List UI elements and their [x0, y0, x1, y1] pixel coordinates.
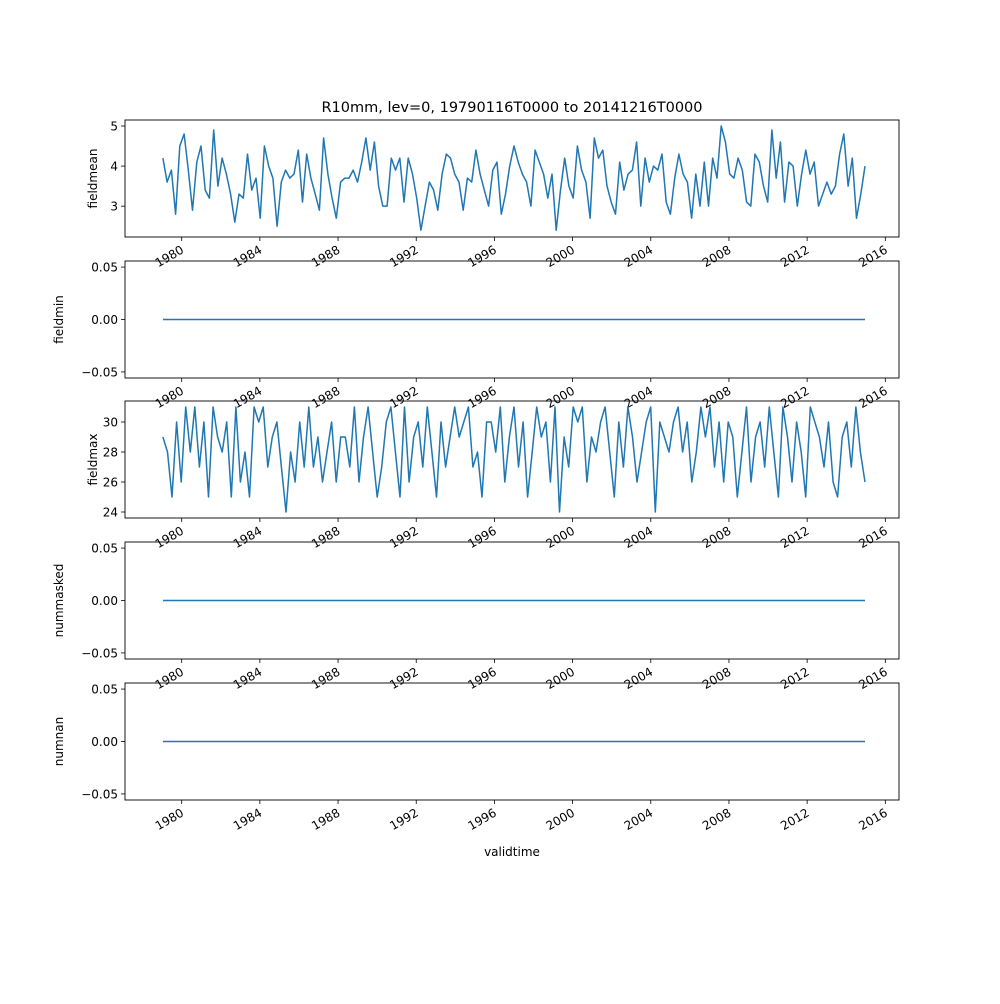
x-tick-label: 1988	[309, 243, 342, 270]
x-tick-label: 2004	[622, 243, 655, 270]
x-tick-label: 1992	[387, 524, 420, 551]
x-tick-label: 2016	[856, 524, 889, 551]
y-axis-label: nummasked	[52, 564, 66, 638]
y-axis-label: fieldmean	[86, 149, 100, 209]
y-tick-label: −0.05	[81, 646, 118, 660]
x-tick-label: 2016	[856, 806, 889, 833]
x-tick-label: 1984	[231, 806, 264, 833]
x-tick-label: 1980	[153, 665, 186, 692]
y-tick-label: 24	[103, 506, 118, 520]
x-tick-label: 2016	[856, 243, 889, 270]
y-tick-label: 0.05	[91, 683, 118, 697]
axes-frame	[124, 400, 900, 519]
x-tick-label: 1996	[465, 524, 498, 551]
x-tick-label: 1980	[153, 384, 186, 411]
y-tick-label: 0.05	[91, 542, 118, 556]
x-tick-label: 2004	[622, 806, 655, 833]
x-tick-label: 1992	[387, 243, 420, 270]
x-tick-label: 1988	[309, 806, 342, 833]
x-tick-label: 2012	[778, 665, 811, 692]
x-tick-label: 2012	[778, 524, 811, 551]
y-tick-label: 3	[110, 200, 118, 214]
y-tick-label: 26	[103, 476, 118, 490]
x-tick-label: 2016	[856, 384, 889, 411]
series-line-fieldmax	[162, 406, 866, 513]
x-tick-label: 1988	[309, 524, 342, 551]
y-tick-label: 0.00	[91, 313, 118, 327]
x-tick-label: 2008	[700, 665, 733, 692]
x-tick-label: 2000	[544, 524, 577, 551]
axes-frame	[124, 119, 900, 238]
x-tick-label: 1984	[231, 524, 264, 551]
x-tick-label: 1996	[465, 665, 498, 692]
y-tick-label: 28	[103, 446, 118, 460]
x-tick-label: 2000	[544, 384, 577, 411]
x-tick-label: 2004	[622, 524, 655, 551]
x-tick-label: 2000	[544, 243, 577, 270]
x-tick-label: 2008	[700, 524, 733, 551]
x-tick-label: 1992	[387, 665, 420, 692]
y-tick-label: 5	[110, 120, 118, 134]
x-tick-label: 2000	[544, 806, 577, 833]
x-tick-label: 2008	[700, 243, 733, 270]
x-tick-label: 1996	[465, 384, 498, 411]
chart-title: R10mm, lev=0, 19790116T0000 to 20141216T…	[321, 100, 702, 116]
x-tick-label: 1984	[231, 243, 264, 270]
x-tick-label: 1984	[231, 665, 264, 692]
series-line-fieldmean	[162, 125, 866, 231]
y-axis-label: fieldmax	[86, 433, 100, 485]
y-tick-label: 4	[110, 160, 118, 174]
y-axis-label: numnan	[52, 717, 66, 766]
x-axis-label: validtime	[484, 845, 540, 859]
x-tick-label: 2012	[778, 806, 811, 833]
x-tick-label: 2016	[856, 665, 889, 692]
x-tick-label: 2008	[700, 384, 733, 411]
x-tick-label: 2000	[544, 665, 577, 692]
x-tick-label: 2004	[622, 665, 655, 692]
y-axis-label: fieldmin	[52, 295, 66, 344]
x-tick-label: 1996	[465, 806, 498, 833]
x-tick-label: 1992	[387, 806, 420, 833]
x-tick-label: 2008	[700, 806, 733, 833]
x-tick-label: 1980	[153, 243, 186, 270]
x-tick-label: 2012	[778, 243, 811, 270]
x-tick-label: 1996	[465, 243, 498, 270]
x-tick-label: 1980	[153, 806, 186, 833]
y-tick-label: −0.05	[81, 365, 118, 379]
y-tick-label: 0.00	[91, 594, 118, 608]
y-tick-label: −0.05	[81, 787, 118, 801]
x-tick-label: 1980	[153, 524, 186, 551]
y-tick-label: 0.05	[91, 261, 118, 275]
x-tick-label: 1988	[309, 384, 342, 411]
x-tick-label: 1988	[309, 665, 342, 692]
y-tick-label: 30	[103, 416, 118, 430]
y-tick-label: 0.00	[91, 735, 118, 749]
